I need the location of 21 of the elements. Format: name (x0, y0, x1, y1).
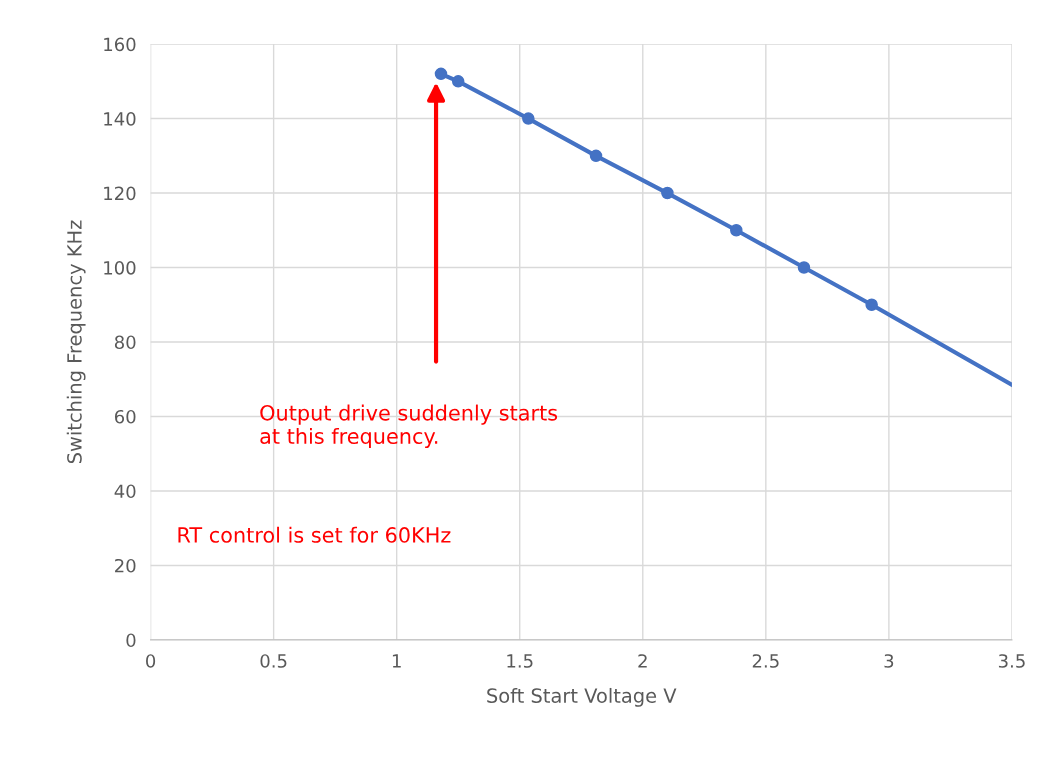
x-tick-label: 2.5 (752, 654, 779, 668)
y-tick-label: 140 (104, 112, 136, 126)
y-tick-label: 100 (104, 260, 136, 275)
x-tick-label: 1 (392, 654, 401, 668)
y-tick-label: 80 (114, 335, 136, 350)
x-tick-label: 0.5 (260, 654, 287, 668)
x-tick-label: 3.5 (998, 654, 1025, 668)
annotation: Output drive suddenly starts at this frequency. (260, 404, 558, 449)
y-tick-label: 0 (126, 633, 136, 648)
y-tick-label: 20 (115, 558, 136, 573)
y-tick-label: 160 (104, 37, 136, 52)
x-tick-label: 1.5 (507, 654, 533, 668)
annotation: RT control is set for 60KHz (178, 526, 451, 543)
y-axis-title: Switching Frequency KHz (66, 220, 86, 464)
x-tick-label: 0 (146, 654, 156, 668)
y-tick-label: 40 (114, 484, 136, 499)
x-tick-label: 3 (884, 654, 894, 668)
y-tick-label: 120 (104, 186, 136, 201)
x-tick-label: 2 (638, 654, 647, 668)
x-axis-title: Soft Start Voltage V (487, 687, 677, 707)
y-tick-label: 60 (114, 409, 136, 424)
